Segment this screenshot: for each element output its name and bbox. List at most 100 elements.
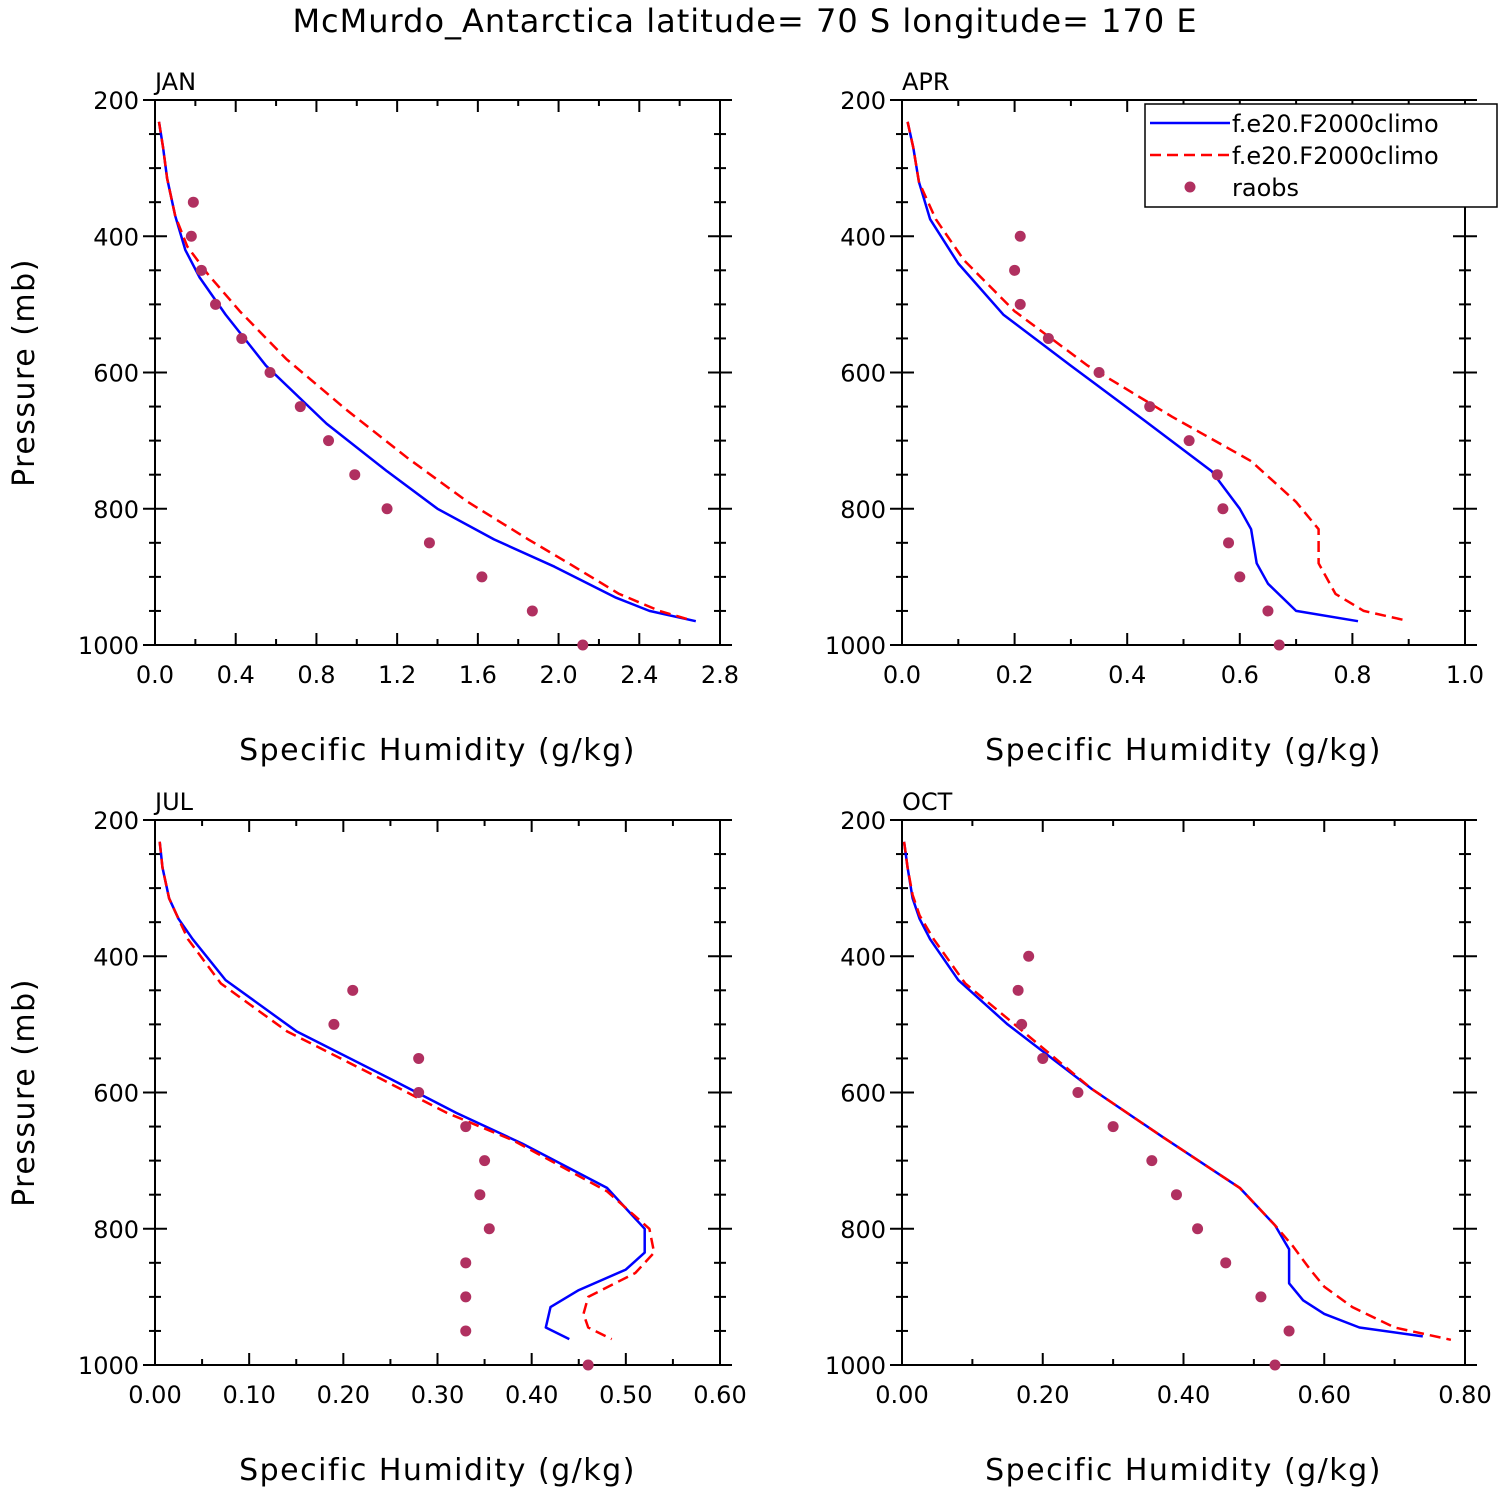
raobs-point <box>1023 950 1035 962</box>
x-axis-label: Specific Humidity (g/kg) <box>985 733 1382 768</box>
y-tick-label: 1000 <box>825 1352 886 1380</box>
x-tick-label: 0.60 <box>1298 1381 1351 1409</box>
x-tick-label: 0.8 <box>1333 661 1371 689</box>
raobs-point <box>582 1359 594 1371</box>
x-tick-label: 2.0 <box>539 661 577 689</box>
raobs-point <box>1014 298 1026 310</box>
legend-label: f.e20.F2000climo <box>1232 142 1439 170</box>
panels: JAN 0.0 0.4 0.8 1.2 1.6 2.0 2.4 2.8 200 400 600 800 1… <box>7 68 1492 1488</box>
raobs-point <box>349 469 361 481</box>
raobs-point <box>1107 1121 1119 1133</box>
raobs-point <box>323 435 335 447</box>
x-tick-label: 0.40 <box>505 1381 558 1409</box>
x-axis-label: Specific Humidity (g/kg) <box>239 733 636 768</box>
model-solid-line <box>158 841 646 1341</box>
x-tick-label: 1.0 <box>1446 661 1484 689</box>
raobs-point <box>236 332 248 344</box>
y-tick-label: 800 <box>840 1216 886 1244</box>
x-tick-label: 0.00 <box>128 1381 181 1409</box>
y-tick-label: 1000 <box>78 1352 139 1380</box>
raobs-point <box>328 1018 340 1030</box>
model-dashed-line <box>158 841 656 1341</box>
x-tick-label: 0.00 <box>875 1381 928 1409</box>
y-tick-label: 600 <box>840 360 886 388</box>
y-tick-label: 800 <box>93 1216 139 1244</box>
raobs-point <box>413 1052 425 1064</box>
y-tick-label: 600 <box>840 1080 886 1108</box>
raobs-point <box>1262 605 1274 617</box>
x-tick-label: 2.8 <box>701 661 739 689</box>
raobs-point <box>347 984 359 996</box>
raobs-point <box>1183 435 1195 447</box>
plot-frame <box>154 819 721 1366</box>
figure-title: McMurdo_Antarctica latitude= 70 S longit… <box>292 2 1197 40</box>
raobs-point <box>1093 367 1105 378</box>
raobs-point <box>1255 1291 1267 1303</box>
raobs-point <box>1283 1325 1295 1337</box>
x-tick-label: 0.80 <box>1438 1381 1491 1409</box>
raobs-point <box>264 367 276 378</box>
y-tick-label: 200 <box>840 807 886 835</box>
raobs-point <box>1273 639 1285 651</box>
x-tick-label: 0.4 <box>1108 661 1146 689</box>
x-tick-label: 0.2 <box>996 661 1034 689</box>
y-tick-label: 200 <box>93 807 139 835</box>
raobs-point <box>413 1087 425 1098</box>
raobs-point <box>195 264 207 276</box>
x-tick-label: 0.30 <box>411 1381 464 1409</box>
x-tick-label: 0.6 <box>1221 661 1259 689</box>
raobs-point <box>1144 401 1156 413</box>
y-tick-label: 200 <box>93 87 139 115</box>
raobs-point <box>460 1121 472 1133</box>
legend-label: raobs <box>1232 174 1299 202</box>
raobs-point <box>479 1155 491 1167</box>
x-tick-label: 0.40 <box>1157 1381 1210 1409</box>
raobs-point <box>187 196 199 208</box>
plot-frame <box>901 819 1466 1366</box>
raobs-point <box>1234 571 1246 583</box>
raobs-point <box>1192 1223 1204 1235</box>
raobs-point <box>460 1325 472 1337</box>
raobs-point <box>1012 984 1024 996</box>
raobs-point <box>1042 332 1054 344</box>
panel-oct: OCT 0.00 0.20 0.40 0.60 0.80 200 400 600 800 1000 S… <box>825 788 1492 1488</box>
raobs-point <box>423 537 435 549</box>
raobs-point <box>294 401 306 413</box>
x-tick-label: 0.0 <box>883 661 921 689</box>
raobs-point <box>1170 1189 1182 1201</box>
legend: f.e20.F2000climo f.e20.F2000climo raobs <box>1144 103 1498 208</box>
raobs-point <box>381 503 393 515</box>
raobs-point <box>460 1291 472 1303</box>
y-tick-label: 200 <box>840 87 886 115</box>
raobs-point <box>1269 1359 1281 1371</box>
raobs-point <box>1014 230 1026 242</box>
x-tick-label: 0.50 <box>599 1381 652 1409</box>
raobs-point <box>1037 1052 1049 1064</box>
x-tick-label: 0.0 <box>136 661 174 689</box>
panel-title: JAN <box>153 68 196 96</box>
model-dashed-line <box>902 841 1452 1342</box>
y-axis-label: Pressure (mb) <box>7 978 42 1207</box>
y-tick-label: 800 <box>840 496 886 524</box>
x-tick-label: 0.60 <box>693 1381 746 1409</box>
x-axis-label: Specific Humidity (g/kg) <box>985 1453 1382 1488</box>
raobs-point <box>483 1223 495 1235</box>
y-tick-label: 400 <box>840 943 886 971</box>
panel-jul: JUL 0.00 0.10 0.20 0.30 0.40 0.50 0.60 200 400 600… <box>7 788 747 1488</box>
legend-label: f.e20.F2000climo <box>1232 110 1439 138</box>
raobs-point <box>210 298 222 310</box>
y-tick-label: 600 <box>93 360 139 388</box>
panel-title: JUL <box>153 788 194 816</box>
raobs-point <box>1220 1257 1232 1269</box>
y-tick-label: 400 <box>93 223 139 251</box>
raobs-point <box>526 605 538 617</box>
raobs-point <box>1146 1155 1158 1167</box>
y-tick-label: 1000 <box>825 632 886 660</box>
model-solid-line <box>906 121 1359 623</box>
x-tick-label: 0.8 <box>297 661 335 689</box>
y-tick-label: 400 <box>93 943 139 971</box>
x-tick-label: 0.20 <box>317 1381 370 1409</box>
x-tick-label: 0.10 <box>222 1381 275 1409</box>
raobs-point <box>1009 264 1021 276</box>
